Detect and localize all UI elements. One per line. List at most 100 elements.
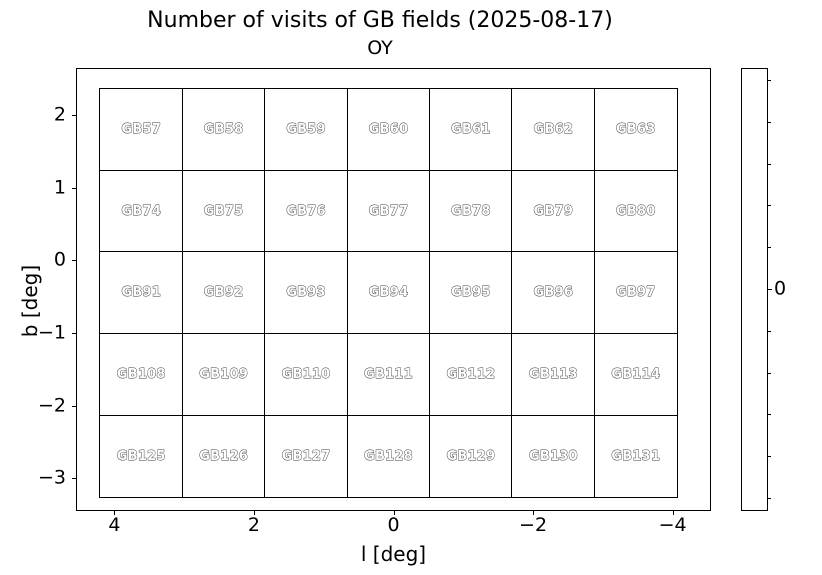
field-cell-label: GB63 (616, 122, 656, 138)
field-cell[interactable]: GB62 (511, 88, 596, 172)
x-tick-mark (114, 511, 116, 515)
y-tick-label: 2 (53, 103, 66, 126)
field-cell-label: GB58 (203, 122, 244, 138)
field-cell[interactable]: GB93 (264, 251, 349, 335)
field-cell[interactable]: GB111 (346, 333, 431, 417)
x-axis-label: l [deg] (360, 542, 427, 566)
field-cell[interactable]: GB63 (593, 88, 678, 172)
field-cell[interactable]: GB128 (346, 414, 431, 498)
field-cell-label: GB78 (451, 203, 491, 219)
x-tick-label: −4 (658, 514, 687, 536)
colorbar-minor-tick-mark (768, 456, 771, 458)
field-cell[interactable]: GB110 (264, 333, 349, 417)
field-cell[interactable]: GB74 (99, 169, 184, 253)
figure-subtitle: OY (367, 37, 393, 59)
field-cell-label: GB129 (446, 448, 496, 464)
field-cell[interactable]: GB94 (346, 251, 431, 335)
field-cell[interactable]: GB97 (593, 251, 678, 335)
field-cell[interactable]: GB95 (428, 251, 513, 335)
field-cell[interactable]: GB129 (428, 414, 513, 498)
y-tick-label: −3 (37, 466, 66, 489)
field-cell-label: GB97 (616, 285, 656, 301)
field-cell[interactable]: GB58 (181, 88, 266, 172)
x-tick-label: 4 (108, 514, 121, 536)
field-cell-label: GB57 (121, 122, 161, 138)
field-cell-label: GB96 (533, 285, 574, 301)
field-cell[interactable]: GB126 (181, 414, 266, 498)
y-tick-label: −2 (37, 394, 66, 417)
field-cell[interactable]: GB78 (428, 169, 513, 253)
field-cell-label: GB80 (616, 203, 656, 219)
field-cell-label: GB111 (364, 367, 413, 383)
field-cell[interactable]: GB108 (99, 333, 184, 417)
field-cell[interactable]: GB112 (428, 333, 513, 417)
field-cell[interactable]: GB91 (99, 251, 184, 335)
colorbar-minor-tick-mark (768, 121, 771, 123)
field-grid: GB57 GB58 GB59 GB60 GB61 GB62 GB63 GB74 GB75 GB76… (99, 88, 678, 498)
field-cell-label: GB59 (286, 122, 326, 138)
colorbar-minor-tick-mark (768, 330, 771, 332)
colorbar-minor-tick-mark (768, 414, 771, 416)
field-cell-label: GB79 (533, 203, 574, 219)
colorbar-tick-mark (768, 289, 772, 290)
field-cell[interactable]: GB125 (99, 414, 184, 498)
field-cell[interactable]: GB96 (511, 251, 596, 335)
field-cell[interactable]: GB109 (181, 333, 266, 417)
colorbar-minor-tick-mark (768, 372, 771, 374)
field-cell-label: GB92 (203, 285, 244, 301)
page-title: Number of visits of GB fields (2025-08-1… (147, 8, 613, 33)
field-cell-label: GB125 (116, 448, 166, 464)
field-cell-label: GB94 (368, 285, 409, 301)
field-cell-label: GB61 (451, 122, 491, 138)
field-cell-label: GB130 (528, 448, 578, 464)
field-cell-label: GB127 (281, 448, 331, 464)
field-cell[interactable]: GB60 (346, 88, 431, 172)
field-cell-label: GB128 (364, 448, 413, 464)
colorbar-minor-tick-mark (768, 80, 771, 81)
field-cell-label: GB91 (121, 285, 161, 301)
field-cell[interactable]: GB59 (264, 88, 349, 172)
field-cell[interactable]: GB57 (99, 88, 184, 172)
field-cell[interactable]: GB127 (264, 414, 349, 498)
x-tick-mark (672, 511, 674, 515)
y-tick-label: 1 (53, 176, 66, 199)
field-cell-label: GB109 (199, 367, 248, 383)
field-cell[interactable]: GB77 (346, 169, 431, 253)
x-tick-label: 2 (247, 514, 260, 536)
colorbar-minor-tick-mark (768, 163, 771, 165)
field-cell-label: GB93 (286, 285, 326, 301)
field-cell[interactable]: GB92 (181, 251, 266, 335)
field-cell[interactable]: GB61 (428, 88, 513, 172)
field-cell[interactable]: GB114 (593, 333, 678, 417)
field-cell[interactable]: GB75 (181, 169, 266, 253)
field-cell-label: GB112 (446, 367, 496, 383)
field-cell-label: GB108 (116, 367, 166, 383)
field-cell-label: GB114 (611, 367, 661, 383)
field-cell[interactable]: GB76 (264, 169, 349, 253)
field-cell-label: GB74 (121, 203, 161, 219)
field-cell-label: GB77 (368, 203, 409, 219)
field-cell[interactable]: GB130 (511, 414, 596, 498)
x-tick-mark (253, 511, 255, 515)
field-cell[interactable]: GB80 (593, 169, 678, 253)
x-tick-mark (533, 511, 535, 515)
field-cell[interactable]: GB79 (511, 169, 596, 253)
field-cell-label: GB62 (533, 122, 574, 138)
field-cell-label: GB60 (368, 122, 409, 138)
x-tick-mark (393, 511, 395, 515)
field-cell-label: GB76 (286, 203, 326, 219)
field-cell-label: GB95 (451, 285, 491, 301)
colorbar-minor-tick-mark (768, 205, 771, 207)
colorbar: 0 (741, 68, 786, 511)
colorbar-gradient (741, 68, 768, 511)
colorbar-minor-tick-mark (768, 498, 771, 499)
x-tick-label: −2 (519, 514, 548, 536)
field-cell-label: GB75 (203, 203, 244, 219)
y-axis-label: b [deg] (18, 264, 42, 338)
x-tick-label: 0 (387, 514, 400, 536)
field-cell[interactable]: GB131 (593, 414, 678, 498)
field-cell-label: GB131 (611, 448, 661, 464)
field-cell[interactable]: GB113 (511, 333, 596, 417)
field-cell-label: GB110 (281, 367, 331, 383)
colorbar-minor-tick-mark (768, 247, 771, 249)
